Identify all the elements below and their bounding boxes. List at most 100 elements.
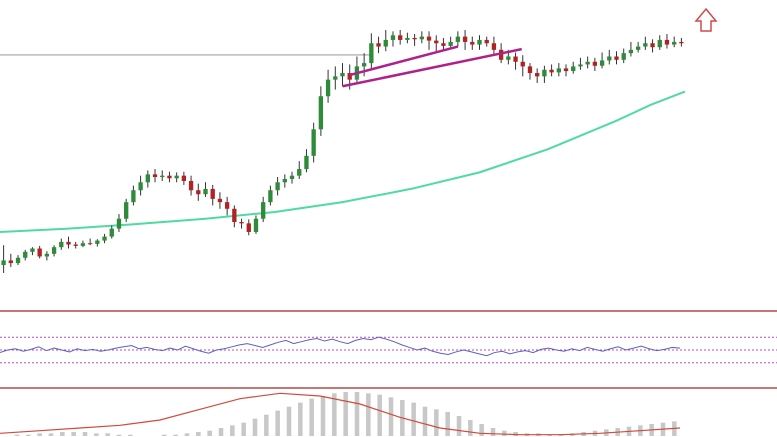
price-panel bbox=[0, 7, 718, 274]
macd-signal-line bbox=[0, 392, 681, 436]
bear-candle bbox=[224, 202, 230, 209]
bear-candle bbox=[8, 260, 13, 264]
bear-candle bbox=[470, 41, 475, 45]
up-arrow-shape bbox=[694, 7, 718, 32]
candlesticks bbox=[1, 30, 684, 274]
bull-candle bbox=[160, 175, 165, 177]
bull-candle bbox=[448, 41, 453, 46]
channel-upper-line bbox=[349, 45, 459, 77]
macd-bar bbox=[286, 406, 292, 436]
bull-candle bbox=[607, 56, 612, 61]
bear-candle bbox=[232, 208, 237, 223]
macd-bar bbox=[309, 398, 314, 436]
bear-candle bbox=[167, 175, 172, 179]
bull-candle bbox=[571, 66, 576, 72]
bear-candle bbox=[196, 190, 201, 195]
bear-candle bbox=[650, 43, 655, 48]
bull-candle bbox=[390, 35, 396, 40]
bull-candle bbox=[23, 251, 28, 258]
macd-bar bbox=[207, 430, 212, 436]
bull-candle bbox=[657, 39, 662, 48]
rsi-panel bbox=[0, 336, 777, 364]
bear-candle bbox=[549, 69, 554, 73]
bull-candle bbox=[383, 39, 388, 47]
bear-candle bbox=[592, 61, 598, 66]
bear-candle bbox=[434, 40, 439, 44]
bull-candle bbox=[672, 41, 677, 45]
bull-candle bbox=[59, 241, 64, 248]
bull-candle bbox=[44, 253, 50, 257]
bull-candle bbox=[556, 68, 561, 73]
macd-bar bbox=[14, 434, 20, 436]
bull-candle bbox=[174, 175, 179, 179]
macd-bar bbox=[547, 434, 552, 436]
bear-candle bbox=[210, 188, 215, 199]
bull-candle bbox=[261, 202, 266, 219]
bull-candle bbox=[455, 36, 461, 42]
macd-bar bbox=[275, 410, 280, 436]
macd-bar bbox=[94, 433, 99, 436]
macd-bar bbox=[230, 425, 235, 436]
bull-candle bbox=[1, 260, 6, 266]
bear-candle bbox=[239, 222, 244, 224]
up-arrow-icon bbox=[694, 7, 718, 32]
macd-bar bbox=[173, 434, 178, 436]
macd-bar bbox=[558, 434, 564, 436]
bear-candle bbox=[520, 61, 525, 67]
bull-candle bbox=[282, 178, 287, 183]
bear-candle bbox=[484, 39, 489, 44]
bull-candle bbox=[138, 182, 143, 191]
bull-candle bbox=[578, 64, 583, 67]
bull-candle bbox=[643, 43, 648, 47]
bull-candle bbox=[51, 247, 57, 254]
bull-candle bbox=[318, 96, 324, 130]
bear-candle bbox=[462, 36, 468, 42]
bull-candle bbox=[361, 63, 367, 67]
bear-candle bbox=[491, 43, 497, 50]
bull-candle bbox=[419, 36, 424, 40]
bull-candle bbox=[116, 218, 122, 229]
macd-bar bbox=[388, 397, 394, 436]
bear-candle bbox=[614, 56, 619, 60]
macd-bar bbox=[320, 396, 326, 436]
ascending-channel bbox=[342, 45, 522, 88]
bull-candle bbox=[304, 155, 309, 170]
bull-candle bbox=[289, 175, 295, 179]
macd-bar bbox=[71, 432, 76, 436]
macd-bar bbox=[502, 430, 507, 436]
bear-candle bbox=[563, 68, 569, 72]
macd-bar bbox=[298, 402, 303, 436]
macd-bar bbox=[468, 420, 473, 436]
bull-candle bbox=[477, 39, 482, 45]
bull-candle bbox=[203, 188, 208, 195]
bull-candle bbox=[621, 53, 626, 60]
macd-bar bbox=[354, 392, 360, 436]
bear-candle bbox=[188, 180, 194, 191]
bull-candle bbox=[311, 129, 316, 156]
bull-candle bbox=[124, 202, 129, 219]
macd-bar bbox=[241, 422, 246, 436]
bear-candle bbox=[513, 56, 518, 62]
macd-bar bbox=[128, 434, 133, 436]
macd-bar bbox=[82, 432, 88, 436]
macd-bar bbox=[434, 409, 439, 436]
bull-candle bbox=[542, 69, 547, 77]
bull-candle bbox=[599, 60, 605, 66]
macd-bar bbox=[48, 433, 54, 436]
macd-bar bbox=[456, 416, 462, 436]
bear-candle bbox=[426, 36, 432, 41]
macd-bar bbox=[343, 392, 348, 436]
macd-bar bbox=[490, 428, 496, 436]
macd-bar bbox=[105, 433, 110, 436]
bull-candle bbox=[95, 240, 100, 244]
bull-candle bbox=[30, 248, 35, 252]
macd-bar bbox=[162, 434, 167, 436]
bear-candle bbox=[498, 49, 504, 60]
bull-candle bbox=[635, 46, 641, 50]
bear-candle bbox=[37, 248, 42, 257]
bull-candle bbox=[405, 37, 410, 40]
bull-candle bbox=[15, 257, 21, 264]
bull-candle bbox=[131, 190, 136, 203]
macd-bar bbox=[196, 432, 201, 436]
